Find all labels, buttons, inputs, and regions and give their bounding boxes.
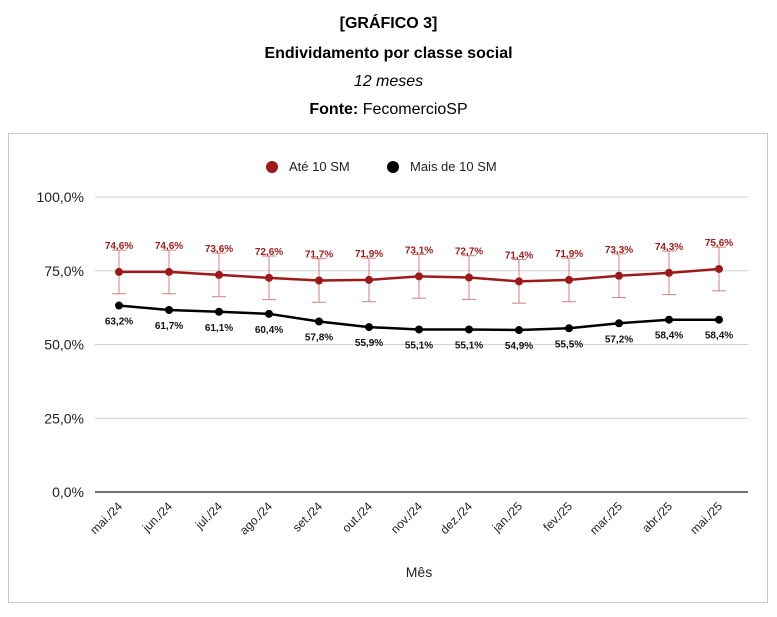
data-label-mais-de-10-sm: 54,9% [505, 341, 533, 352]
x-tick-label: nov./24 [388, 499, 425, 536]
data-label-ate-10-sm: 74,6% [105, 241, 133, 252]
chart-title: Endividamento por classe social [264, 45, 513, 62]
data-label-ate-10-sm: 72,7% [455, 247, 483, 258]
x-tick-label: dez./24 [437, 499, 475, 537]
data-label-mais-de-10-sm: 57,8% [305, 332, 333, 343]
data-point-ate-10-sm [115, 267, 123, 276]
x-tick-label: ago./24 [237, 499, 275, 537]
legend-label-ate-10-sm: Até 10 SM [289, 159, 350, 174]
data-label-mais-de-10-sm: 55,5% [555, 339, 583, 350]
data-point-ate-10-sm [615, 271, 623, 280]
data-label-ate-10-sm: 71,9% [555, 249, 583, 260]
data-point-ate-10-sm [515, 277, 523, 286]
legend-marker-ate-10-sm [266, 161, 278, 173]
x-tick-label: jul./24 [192, 499, 225, 532]
x-axis-title: Mês [406, 564, 432, 580]
data-label-ate-10-sm: 74,3% [655, 242, 683, 253]
x-tick-label: jun./24 [139, 499, 175, 535]
data-label-ate-10-sm: 73,3% [605, 245, 633, 256]
chart-frame [8, 133, 768, 603]
y-tick-label: 0,0% [52, 484, 84, 500]
x-tick-label: mai./24 [87, 499, 125, 537]
data-point-mais-de-10-sm [415, 325, 423, 334]
source-line: Fonte: FecomercioSP [0, 101, 777, 119]
y-tick-label: 100,0% [37, 189, 84, 205]
x-axis-ticks: mai./24 jun./24 jul./24 ago./24 set./24 out./… [87, 499, 725, 537]
data-label-ate-10-sm: 73,6% [205, 244, 233, 255]
data-label-ate-10-sm: 71,7% [305, 249, 333, 260]
data-label-mais-de-10-sm: 63,2% [105, 317, 133, 328]
x-tick-label: fev./25 [540, 499, 575, 534]
chart-number-heading: [GRÁFICO 3] [339, 15, 438, 32]
data-label-mais-de-10-sm: 55,9% [355, 338, 383, 349]
data-label-mais-de-10-sm: 60,4% [255, 325, 283, 336]
chart-subtitle: 12 meses [353, 73, 424, 90]
x-tick-label: jan./25 [489, 499, 525, 535]
data-point-mais-de-10-sm [215, 307, 223, 316]
data-label-mais-de-10-sm: 61,1% [205, 323, 233, 334]
data-point-mais-de-10-sm [715, 315, 723, 324]
data-point-ate-10-sm [165, 267, 173, 276]
x-tick-label: mar./25 [587, 499, 625, 537]
data-point-mais-de-10-sm [515, 326, 523, 335]
x-tick-label: out./24 [339, 499, 375, 535]
legend-label-mais-de-10-sm: Mais de 10 SM [410, 159, 497, 174]
data-point-ate-10-sm [565, 275, 573, 284]
data-label-mais-de-10-sm: 61,7% [155, 321, 183, 332]
data-point-ate-10-sm [315, 276, 323, 285]
data-label-mais-de-10-sm: 57,2% [605, 334, 633, 345]
series-layer [112, 246, 726, 335]
data-label-ate-10-sm: 73,1% [405, 245, 433, 256]
legend-marker-mais-de-10-sm [387, 161, 399, 173]
data-point-ate-10-sm [215, 270, 223, 279]
data-point-ate-10-sm [265, 273, 273, 282]
source-label: Fonte: [309, 101, 359, 118]
data-label-mais-de-10-sm: 58,4% [705, 331, 733, 342]
data-point-mais-de-10-sm [315, 317, 323, 326]
x-tick-label: mai./25 [687, 499, 725, 537]
data-label-ate-10-sm: 71,4% [505, 250, 533, 261]
data-point-ate-10-sm [415, 272, 423, 281]
legend: Até 10 SM Mais de 10 SM [266, 159, 497, 174]
data-label-ate-10-sm: 72,6% [255, 247, 283, 258]
data-labels: 74,6% 74,6% 73,6% 72,6% 71,7% 71,9% 73,1% 72,7%… [105, 238, 733, 352]
data-label-mais-de-10-sm: 55,1% [405, 340, 433, 351]
data-point-mais-de-10-sm [165, 305, 173, 314]
data-point-mais-de-10-sm [465, 325, 473, 334]
data-point-mais-de-10-sm [115, 301, 123, 310]
data-point-mais-de-10-sm [365, 323, 373, 332]
data-point-ate-10-sm [365, 275, 373, 284]
data-label-ate-10-sm: 74,6% [155, 241, 183, 252]
data-label-ate-10-sm: 71,9% [355, 249, 383, 260]
data-point-mais-de-10-sm [265, 309, 273, 318]
data-label-mais-de-10-sm: 58,4% [655, 331, 683, 342]
y-tick-label: 75,0% [44, 263, 84, 279]
data-point-ate-10-sm [715, 264, 723, 273]
data-label-mais-de-10-sm: 55,1% [455, 340, 483, 351]
data-point-ate-10-sm [665, 268, 673, 277]
data-point-mais-de-10-sm [565, 324, 573, 333]
source-value: FecomercioSP [362, 101, 468, 118]
data-point-ate-10-sm [465, 273, 473, 282]
y-axis-ticks: 0,0% 25,0% 50,0% 75,0% 100,0% [37, 189, 84, 500]
y-tick-label: 25,0% [44, 410, 84, 426]
x-tick-label: set./24 [290, 499, 326, 535]
gridlines [95, 196, 748, 493]
data-point-mais-de-10-sm [665, 315, 673, 324]
data-point-mais-de-10-sm [615, 319, 623, 328]
data-label-ate-10-sm: 75,6% [705, 238, 733, 249]
x-tick-label: abr./25 [639, 499, 675, 535]
y-tick-label: 50,0% [44, 337, 84, 353]
